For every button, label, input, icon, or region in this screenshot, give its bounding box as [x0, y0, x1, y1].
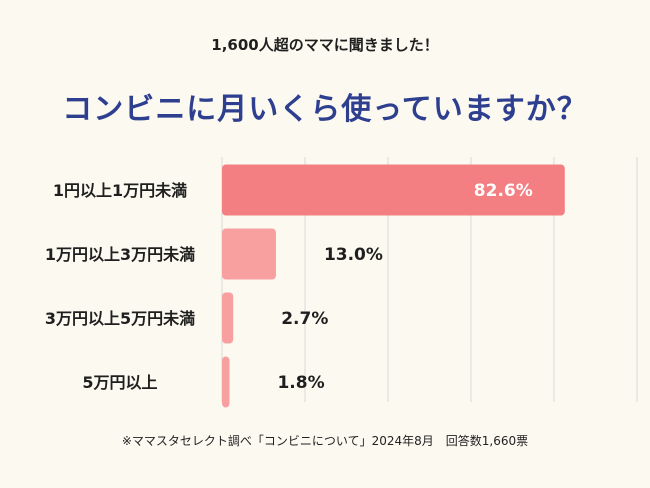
chart-subtitle: 1,600人超のママに聞きました！	[211, 36, 439, 54]
source-note: ※ママスタセレクト調べ「コンビニについて」2024年8月 回答数1,660票	[121, 434, 529, 448]
bar-1	[222, 228, 276, 280]
bar-3	[222, 356, 230, 408]
value-label-2: 2.7%	[281, 309, 328, 329]
bar-2	[222, 292, 234, 344]
value-label-3: 1.8%	[277, 373, 324, 393]
category-label-2: 3万円以上5万円未満	[45, 309, 195, 328]
category-label-3: 5万円以上	[82, 373, 157, 392]
category-label-1: 1万円以上3万円未満	[45, 245, 195, 264]
bar-0	[222, 164, 565, 216]
value-label-0: 82.6%	[474, 181, 533, 201]
category-label-0: 1円以上1万円未満	[53, 181, 187, 200]
value-label-1: 13.0%	[324, 245, 383, 265]
chart-title: コンビニに月いくら使っていますか？	[62, 92, 588, 127]
